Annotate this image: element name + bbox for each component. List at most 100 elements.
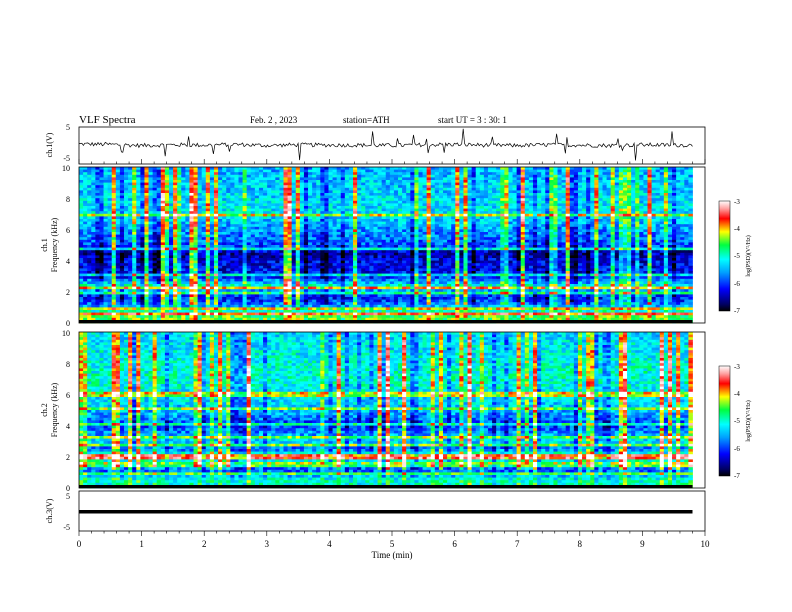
spectrogram-cell bbox=[128, 172, 133, 176]
spectrogram-cell bbox=[107, 224, 113, 228]
spectrogram-cell bbox=[283, 172, 288, 176]
spectrogram-cell bbox=[434, 185, 440, 189]
spectrogram-cell bbox=[332, 221, 338, 225]
spectrogram-cell bbox=[87, 185, 92, 189]
spectrogram-cell bbox=[197, 234, 203, 238]
spectrogram-cell bbox=[279, 245, 284, 248]
spectrogram-cell bbox=[479, 182, 485, 186]
spectrogram-cell bbox=[418, 221, 423, 225]
spectrogram-cell bbox=[271, 224, 276, 228]
spectrogram-cell bbox=[659, 193, 665, 196]
spectrogram-cell bbox=[389, 219, 395, 222]
spectrogram-cell bbox=[545, 219, 550, 222]
spectrogram-cell bbox=[103, 221, 109, 225]
spectrogram-cell bbox=[369, 190, 374, 194]
ch1-waveform-ytick-bottom: -5 bbox=[63, 154, 70, 163]
spectrogram-cell bbox=[353, 172, 358, 176]
spectrogram-cell bbox=[353, 193, 358, 196]
spectrogram-cell bbox=[688, 177, 693, 181]
spectrogram-cell bbox=[561, 206, 567, 209]
spectrogram-cell bbox=[99, 208, 104, 212]
spectrogram-cell bbox=[218, 174, 223, 178]
spectrogram-cell bbox=[185, 250, 190, 254]
spectrogram-cell bbox=[381, 247, 387, 251]
spectrogram-cell bbox=[185, 216, 190, 220]
spectrogram-cell bbox=[565, 213, 571, 217]
spectrogram-cell bbox=[316, 208, 321, 212]
spectrogram-cell bbox=[594, 221, 599, 225]
spectrogram-cell bbox=[312, 224, 317, 228]
spectrogram-cell bbox=[573, 167, 579, 170]
spectrogram-cell bbox=[205, 167, 211, 170]
spectrogram-cell bbox=[132, 245, 137, 248]
spectrogram-cell bbox=[398, 237, 403, 241]
spectrogram-cell bbox=[152, 180, 158, 183]
spectrogram-cell bbox=[197, 190, 203, 194]
spectrogram-cell bbox=[594, 237, 599, 241]
spectrogram-cell bbox=[148, 211, 154, 215]
spectrogram-cell bbox=[451, 195, 456, 199]
spectrogram-cell bbox=[197, 182, 203, 186]
spectrogram-cell bbox=[299, 213, 305, 217]
spectrogram-cell bbox=[177, 174, 182, 178]
spectrogram-cell bbox=[528, 185, 534, 189]
spectrogram-cell bbox=[410, 172, 415, 176]
spectrogram-cell bbox=[271, 203, 276, 207]
spectrogram-cell bbox=[324, 193, 329, 196]
spectrogram-cell bbox=[610, 177, 616, 181]
spectrogram-cell bbox=[459, 195, 464, 199]
spectrogram-cell bbox=[275, 224, 280, 228]
spectrogram-cell bbox=[655, 187, 661, 191]
spectrogram-cell bbox=[590, 182, 595, 186]
spectrogram-cell bbox=[663, 167, 669, 170]
spectrogram-cell bbox=[504, 224, 509, 228]
spectrogram-cell bbox=[520, 193, 526, 196]
spectrogram-cell bbox=[594, 208, 599, 212]
spectrogram-cell bbox=[144, 200, 149, 204]
spectrogram-cell bbox=[193, 195, 199, 199]
spectrogram-cell bbox=[381, 239, 387, 243]
spectrogram-cell bbox=[107, 177, 113, 181]
spectrogram-cell bbox=[173, 211, 178, 215]
spectrogram-cell bbox=[520, 198, 526, 202]
spectrogram-cell bbox=[635, 203, 640, 207]
spectrogram-cell bbox=[610, 247, 616, 251]
spectrogram-cell bbox=[614, 195, 620, 199]
spectrogram-cell bbox=[602, 182, 607, 186]
spectrogram-cell bbox=[643, 211, 648, 215]
spectrogram-cell bbox=[132, 169, 137, 173]
spectrogram-cell bbox=[295, 172, 301, 176]
spectrogram-cell bbox=[553, 172, 558, 176]
spectrogram-cell bbox=[107, 213, 113, 217]
spectrogram-cell bbox=[209, 180, 215, 183]
spectrogram-cell bbox=[606, 190, 612, 194]
spectrogram-cell bbox=[500, 180, 505, 183]
spectrogram-cell bbox=[353, 208, 358, 212]
spectrogram-cell bbox=[389, 239, 395, 243]
spectrogram-cell bbox=[492, 169, 497, 173]
spectrogram-cell bbox=[283, 177, 288, 181]
spectrogram-cell bbox=[684, 224, 689, 228]
spectrogram-cell bbox=[205, 172, 211, 176]
spectrogram-cell bbox=[283, 216, 288, 220]
spectrogram-cell bbox=[185, 182, 190, 186]
spectrogram-cell bbox=[299, 211, 305, 215]
spectrogram-cell bbox=[492, 198, 497, 202]
spectrogram-cell bbox=[152, 239, 158, 243]
spectrogram-cell bbox=[406, 247, 411, 251]
spectrogram-cell bbox=[582, 182, 587, 186]
spectrogram-cell bbox=[422, 211, 428, 215]
spectrogram-cell bbox=[328, 208, 333, 212]
spectrogram-cell bbox=[500, 167, 505, 170]
spectrogram-cell bbox=[267, 211, 272, 215]
spectrogram-cell bbox=[87, 219, 92, 222]
spectrogram-cell bbox=[398, 195, 403, 199]
spectrogram-cell bbox=[173, 245, 178, 248]
spectrogram-cell bbox=[398, 167, 403, 170]
spectrogram-cell bbox=[148, 226, 154, 230]
spectrogram-cell bbox=[128, 193, 133, 196]
spectrogram-cell bbox=[447, 213, 452, 217]
spectrogram-cell bbox=[627, 193, 632, 196]
spectrogram-cell bbox=[303, 187, 309, 191]
spectrogram-cell bbox=[541, 167, 546, 170]
